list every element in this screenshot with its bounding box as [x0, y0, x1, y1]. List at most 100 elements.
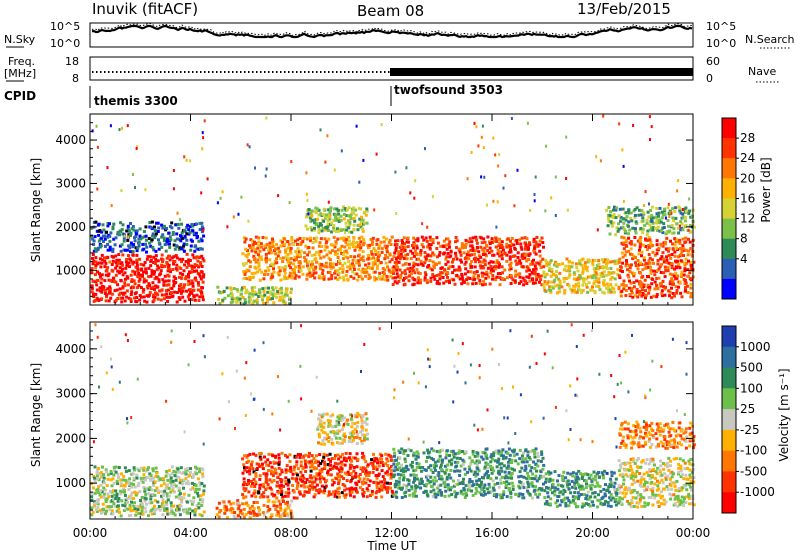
velocity-cell	[538, 492, 541, 496]
velocity-cell	[413, 476, 416, 480]
power-cell	[183, 263, 187, 267]
power-cell	[336, 248, 340, 252]
power-cell	[481, 274, 484, 278]
power-cell	[161, 233, 165, 237]
power-cell	[646, 275, 649, 278]
velocity-cell	[162, 493, 165, 497]
power-cell	[96, 262, 100, 266]
velocity-cell	[112, 473, 116, 477]
velocity-cell	[270, 492, 274, 496]
power-cell	[503, 268, 507, 272]
station-title: Inuvik (fitACF)	[92, 0, 198, 18]
power-cell	[191, 284, 195, 288]
velocity-cell	[247, 479, 250, 482]
power-cell	[663, 265, 667, 269]
power-cell	[327, 237, 331, 241]
power-cell	[679, 259, 683, 263]
velocity-cell	[281, 495, 285, 499]
power-cell	[411, 244, 414, 247]
velocity-cell	[464, 450, 468, 454]
power-cell	[396, 266, 399, 269]
velocity-cell	[97, 478, 101, 482]
power-cell	[626, 273, 630, 277]
power-cell	[100, 297, 104, 301]
power-cell	[97, 222, 101, 226]
power-cell	[621, 282, 625, 286]
power-cell	[660, 255, 664, 259]
power-cell	[516, 251, 520, 255]
power-cell	[467, 257, 471, 261]
velocity-cell	[609, 477, 613, 481]
velocity-cell	[576, 475, 579, 479]
power-cell	[201, 298, 205, 302]
velocity-cell	[476, 472, 480, 476]
power-cell	[165, 240, 169, 243]
cpid-mode-1: themis 3300	[94, 94, 178, 108]
power-cell	[244, 247, 248, 251]
power-cell	[157, 266, 161, 270]
velocity-cell	[432, 464, 436, 467]
power-cell	[635, 206, 639, 210]
velocity-cell	[340, 414, 344, 418]
velocity-cell	[569, 472, 573, 476]
power-cell	[345, 237, 349, 241]
power-cell	[627, 220, 631, 224]
velocity-cell	[456, 482, 460, 486]
velocity-cell	[492, 454, 496, 458]
power-cell	[129, 300, 133, 303]
power-sparse-point	[126, 124, 129, 128]
power-cell	[525, 269, 529, 273]
power-cell	[392, 255, 396, 259]
power-cell	[390, 235, 394, 239]
velocity-cell	[453, 460, 457, 464]
power-cell	[298, 253, 302, 257]
power-cell	[121, 291, 124, 295]
power-cell	[134, 291, 138, 295]
velocity-cell	[112, 481, 116, 485]
velocity-cell	[110, 509, 114, 513]
power-cell	[678, 242, 682, 245]
power-colorbar-swatch	[722, 218, 736, 240]
power-cell	[174, 223, 178, 227]
velocity-cell	[371, 470, 375, 474]
power-cell	[256, 246, 260, 250]
velocity-cell	[507, 447, 511, 451]
power-cell	[671, 292, 675, 295]
power-cell	[401, 263, 405, 267]
velocity-cell	[595, 505, 599, 509]
power-cell	[107, 272, 111, 276]
velocity-cell	[389, 468, 393, 472]
power-cell	[195, 269, 199, 273]
power-cell	[380, 247, 384, 251]
power-cell	[361, 227, 365, 231]
power-cell	[500, 265, 504, 269]
velocity-cell	[331, 483, 335, 487]
power-cell	[550, 268, 554, 271]
power-cell	[103, 234, 107, 238]
power-cell	[681, 237, 685, 241]
power-cell	[193, 249, 197, 253]
velocity-cell	[279, 506, 283, 510]
power-cell	[553, 263, 556, 267]
power-cell	[678, 266, 682, 270]
power-cell	[139, 273, 142, 277]
velocity-cell	[574, 486, 578, 490]
power-cell	[367, 262, 371, 266]
power-cell	[174, 254, 178, 258]
velocity-cell	[266, 483, 270, 486]
power-cell	[292, 243, 296, 247]
velocity-cell	[146, 468, 150, 472]
power-cell	[514, 269, 518, 273]
velocity-cell	[424, 482, 428, 486]
velocity-cell	[524, 457, 528, 461]
power-cell	[419, 251, 423, 254]
power-cell	[173, 290, 177, 294]
power-cell	[332, 224, 336, 227]
power-cell	[119, 279, 123, 283]
velocity-cell	[350, 459, 354, 463]
power-cell	[133, 270, 137, 274]
power-cell	[329, 206, 333, 210]
power-cell	[190, 264, 194, 268]
velocity-cell	[280, 484, 284, 487]
velocity-cell	[370, 489, 374, 493]
